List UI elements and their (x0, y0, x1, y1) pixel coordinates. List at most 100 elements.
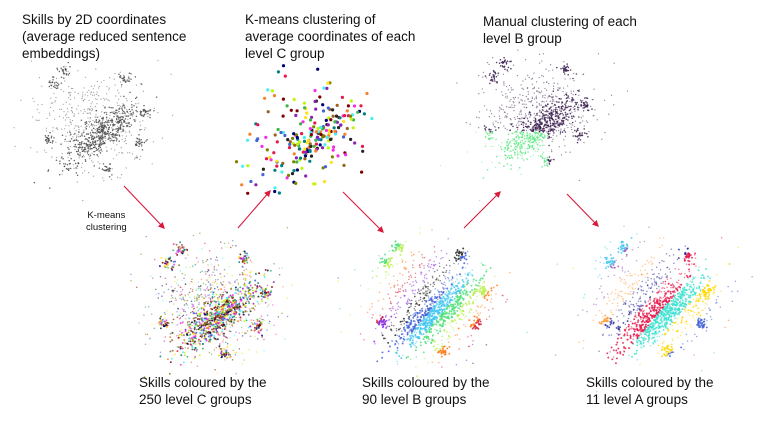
scatter-point (543, 164, 546, 167)
scatter-point (195, 338, 198, 340)
centroid-point (283, 74, 287, 78)
scatter-point (94, 131, 96, 134)
scatter-point (422, 333, 425, 335)
scatter-point (87, 150, 90, 152)
scatter-point (552, 130, 554, 132)
scatter-point (541, 128, 544, 130)
scatter-point (79, 154, 82, 156)
scatter-point (231, 324, 234, 326)
scatter-point (92, 119, 94, 122)
centroid-point (295, 160, 299, 164)
scatter-point (573, 80, 575, 82)
scatter-point (521, 157, 524, 160)
scatter-point (200, 285, 202, 287)
scatter-point (168, 257, 171, 260)
centroid-point (359, 104, 363, 108)
scatter-point (535, 81, 538, 83)
scatter-point (517, 122, 519, 124)
scatter-point (189, 340, 192, 343)
scatter-point (455, 322, 458, 324)
scatter-point (564, 135, 567, 137)
scatter-point (562, 122, 564, 125)
scatter-point (96, 140, 99, 142)
centroid-point (329, 118, 333, 122)
scatter-point (199, 294, 201, 297)
scatter-point (522, 94, 524, 97)
scatter-point (272, 304, 274, 306)
scatter-point (408, 298, 411, 301)
scatter-point (175, 243, 178, 246)
scatter-point (557, 87, 559, 89)
scatter-point (176, 310, 178, 313)
scatter-point (232, 310, 235, 313)
scatter-point (566, 85, 569, 87)
centroid-point (272, 94, 277, 98)
scatter-point (426, 285, 428, 288)
scatter-point (67, 74, 70, 76)
scatter-point (129, 91, 131, 94)
scatter-point (544, 144, 546, 147)
scatter-point (413, 343, 415, 346)
scatter-point (526, 158, 528, 160)
scatter-point (87, 95, 89, 97)
scatter-point (184, 296, 187, 298)
scatter-point (263, 274, 265, 277)
scatter-point (433, 270, 436, 273)
scatter-point (528, 147, 531, 149)
scatter-point (547, 124, 549, 127)
scatter-point (80, 133, 83, 135)
scatter-point (209, 297, 212, 300)
scatter-point (127, 115, 130, 117)
scatter-point (263, 338, 265, 341)
centroid-point (266, 88, 270, 92)
scatter-point (204, 337, 207, 340)
scatter-point (460, 275, 462, 278)
scatter-point (122, 125, 124, 127)
scatter-point (117, 120, 119, 123)
scatter-point (535, 97, 538, 100)
scatter-point (181, 272, 184, 275)
scatter-point (563, 109, 565, 111)
scatter-point (217, 333, 220, 336)
scatter-point (244, 332, 246, 334)
centroid-point (316, 135, 320, 139)
scatter-point (59, 108, 61, 110)
scatter-point (77, 147, 80, 149)
scatter-point (535, 107, 538, 109)
scatter-point (450, 325, 452, 327)
scatter-point (561, 105, 564, 107)
scatter-point (531, 83, 533, 85)
scatter-point (510, 67, 512, 70)
scatter-point (464, 273, 467, 275)
scatter-point (208, 351, 211, 354)
scatter-point (171, 349, 174, 352)
centroid-point (264, 135, 268, 139)
scatter-point (422, 287, 425, 290)
scatter-point (84, 126, 86, 128)
scatter-point (96, 128, 99, 131)
scatter-point (452, 305, 455, 308)
scatter-point (217, 278, 219, 281)
scatter-point (244, 290, 247, 293)
scatter-point (191, 290, 194, 292)
centroid-point (285, 104, 289, 108)
scatter-point (223, 328, 226, 331)
scatter-point (527, 120, 530, 122)
scatter-point (410, 299, 413, 302)
scatter-point (211, 300, 214, 302)
scatter-point (87, 117, 89, 119)
scatter-point (91, 108, 94, 110)
scatter-point (204, 289, 207, 292)
scatter-point (536, 135, 539, 138)
scatter-point (547, 97, 549, 99)
scatter-point (250, 270, 253, 272)
scatter-point (503, 84, 505, 86)
scatter-point (114, 149, 116, 151)
scatter-point (115, 137, 117, 139)
centroid-point (288, 140, 292, 144)
scatter-point (516, 74, 519, 77)
scatter-point (111, 174, 113, 176)
scatter-point (244, 302, 247, 305)
scatter-point (224, 290, 227, 293)
scatter-point (481, 161, 483, 163)
